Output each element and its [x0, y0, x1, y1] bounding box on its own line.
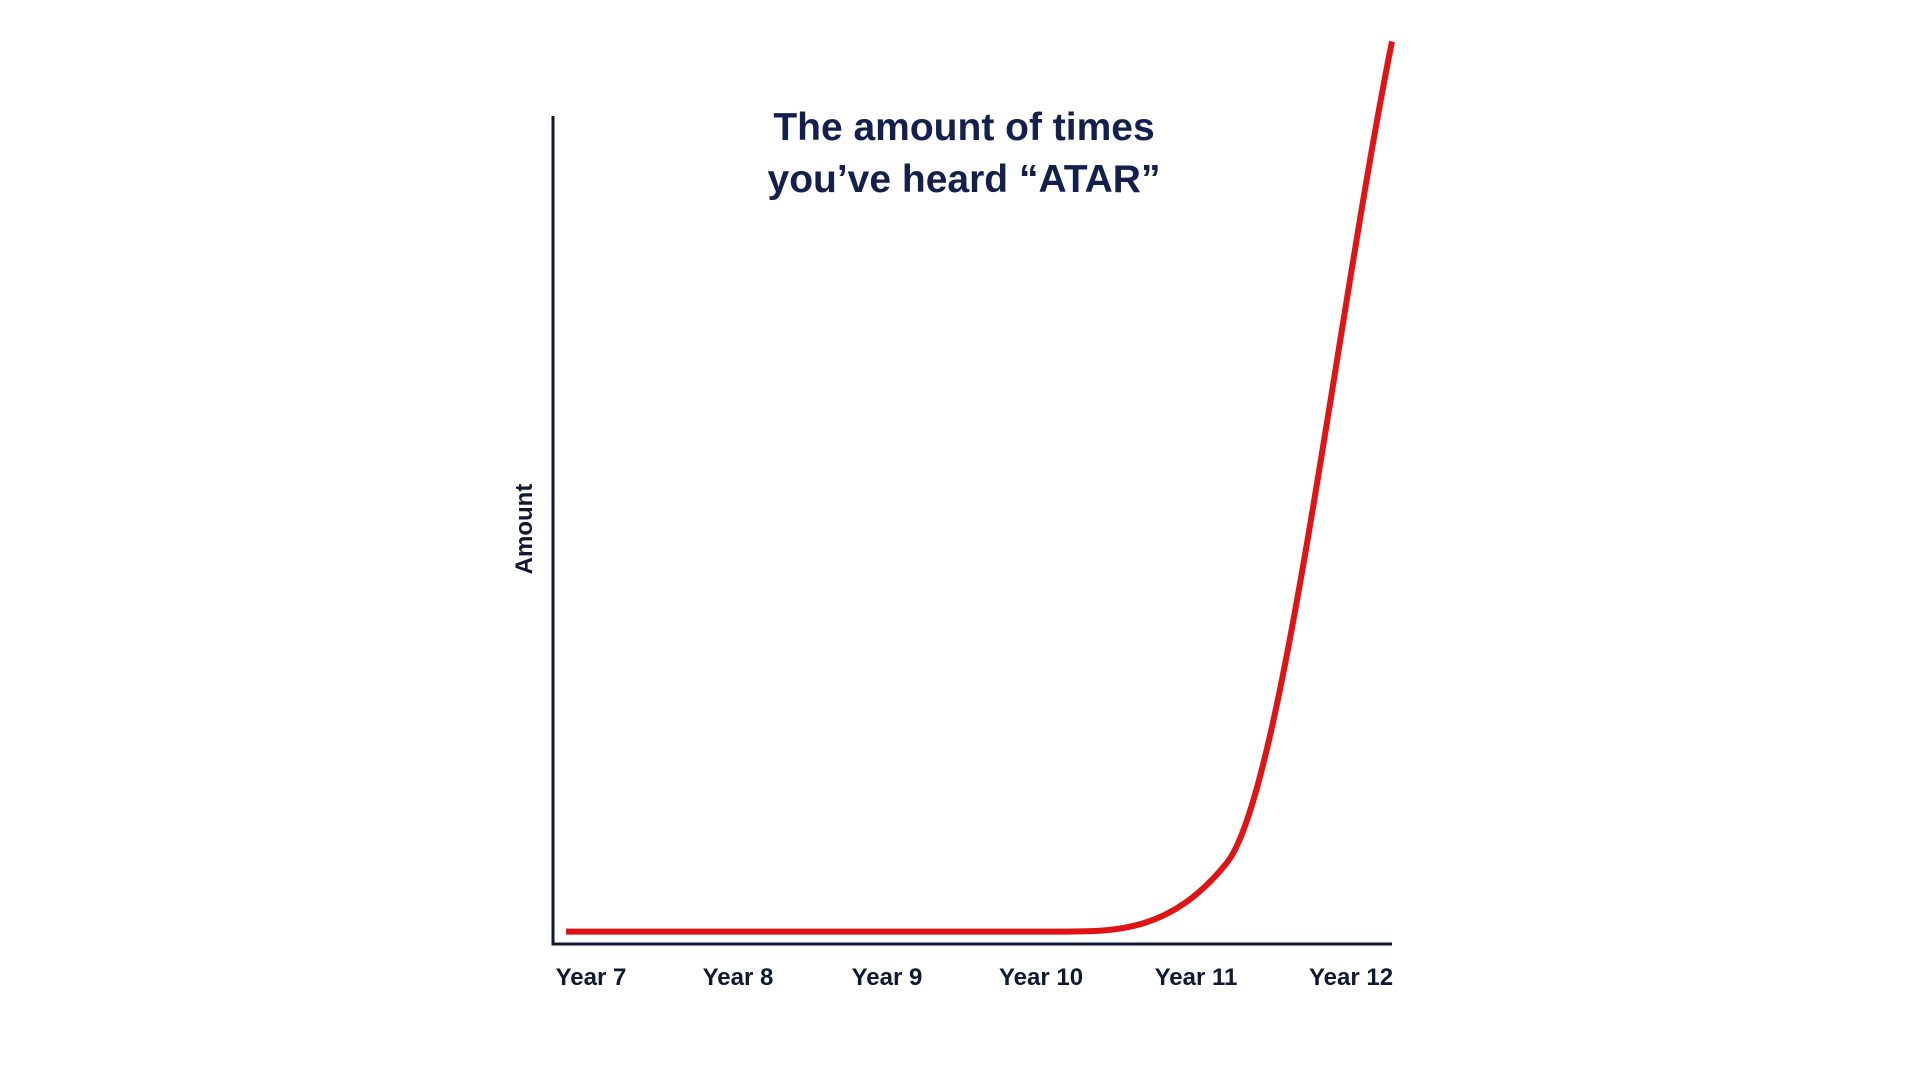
x-tick-label: Year 10 — [999, 964, 1083, 991]
x-tick-label: Year 11 — [1155, 964, 1238, 991]
x-tick-label: Year 9 — [852, 964, 923, 991]
x-tick-label: Year 12 — [1309, 964, 1393, 991]
line-series — [566, 40, 1395, 935]
chart-title: you’ve heard “ATAR” — [768, 158, 1161, 201]
x-tick-label: Year 8 — [703, 964, 774, 991]
x-tick-label: Year 7 — [556, 964, 627, 991]
y-axis-label: Amount — [511, 484, 538, 575]
chart-title: The amount of times — [773, 106, 1154, 149]
